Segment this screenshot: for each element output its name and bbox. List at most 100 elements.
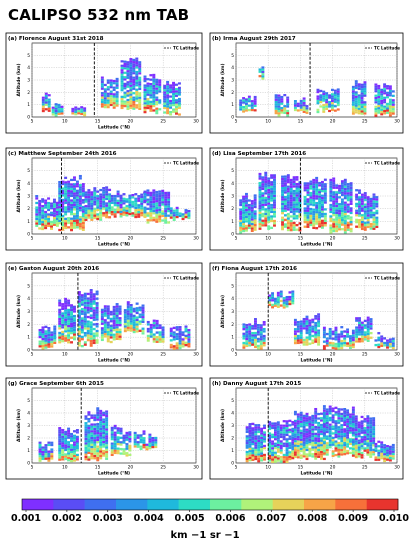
cloud-pixel [318, 209, 322, 212]
cloud-pixel [254, 334, 257, 337]
cloud-pixel [318, 184, 322, 187]
cloud-pixel [86, 325, 90, 328]
cloud-pixel [152, 82, 156, 85]
cloud-pixel [343, 453, 347, 456]
cloud-pixel [319, 98, 323, 101]
cloud-pixel [354, 102, 358, 105]
cloud-pixel [122, 211, 126, 214]
cloud-pixel [166, 87, 170, 90]
cloud-pixel [322, 103, 326, 107]
cloud-pixel [116, 199, 120, 202]
cloud-pixel [331, 450, 335, 453]
cloud-pixel [357, 430, 361, 433]
cloud-pixel [360, 220, 364, 224]
cloud-pixel [128, 212, 132, 216]
cloud-pixel [329, 185, 333, 188]
cloud-pixel [103, 101, 107, 104]
cloud-pixel [360, 328, 364, 331]
x-tick-label: 15 [298, 465, 304, 471]
cloud-pixel [357, 428, 361, 431]
cloud-pixel [245, 202, 248, 205]
cloud-pixel [70, 446, 73, 449]
cloud-pixel [306, 191, 310, 194]
cloud-pixel [184, 213, 188, 216]
cloud-pixel [67, 196, 71, 199]
cloud-pixel [135, 75, 139, 78]
cloud-pixel [380, 93, 384, 96]
cloud-pixel [315, 206, 319, 209]
cloud-pixel [129, 100, 133, 103]
cloud-pixel [119, 215, 123, 218]
cloud-pixel [374, 449, 378, 452]
cloud-pixel [298, 204, 302, 207]
cloud-pixel [251, 429, 255, 432]
cloud-pixel [149, 102, 153, 106]
cloud-pixel [291, 297, 295, 300]
cloud-pixel [366, 209, 370, 213]
cloud-pixel [337, 338, 341, 341]
cloud-pixel [105, 439, 109, 442]
cloud-pixel [247, 219, 251, 223]
cloud-pixel [267, 209, 271, 212]
cloud-pixel [64, 444, 68, 447]
cloud-pixel [268, 434, 272, 437]
cloud-pixel [123, 65, 127, 68]
cloud-pixel [242, 97, 246, 100]
cloud-pixel [143, 91, 147, 94]
cloud-pixel [250, 202, 254, 205]
cloud-pixel [123, 76, 127, 79]
cloud-pixel [58, 299, 62, 302]
cloud-pixel [90, 432, 94, 435]
cloud-pixel [366, 225, 370, 229]
cloud-pixel [340, 453, 344, 456]
cloud-pixel [242, 202, 246, 205]
cloud-pixel [254, 327, 257, 330]
cloud-pixel [166, 109, 170, 113]
cloud-pixel [312, 226, 316, 230]
cloud-pixel [305, 107, 309, 110]
cloud-pixel [302, 441, 306, 444]
cloud-pixel [325, 408, 329, 411]
cloud-pixel [58, 180, 62, 184]
cloud-pixel [83, 313, 87, 316]
cloud-pixel [351, 423, 355, 426]
cloud-pixel [338, 216, 341, 220]
cloud-pixel [64, 334, 68, 338]
cloud-pixel [369, 419, 373, 422]
cloud-pixel [289, 229, 293, 232]
cloud-pixel [120, 97, 124, 101]
cloud-pixel [149, 323, 153, 327]
cloud-pixel [317, 329, 321, 332]
cloud-pixel [302, 430, 306, 433]
cloud-pixel [355, 317, 359, 320]
cloud-pixel [73, 331, 76, 334]
cloud-pixel [146, 214, 150, 217]
cloud-pixel [308, 441, 312, 444]
x-tick-label: 20 [330, 352, 336, 358]
cloud-pixel [41, 335, 45, 338]
cloud-pixel [47, 443, 51, 447]
cloud-pixel [349, 426, 352, 430]
cloud-pixel [143, 104, 147, 107]
cloud-pixel [172, 335, 176, 339]
cloud-pixel [357, 421, 361, 424]
cloud-pixel [335, 213, 339, 217]
cloud-pixel [167, 198, 171, 201]
cloud-pixel [311, 432, 315, 436]
cloud-pixel [316, 95, 320, 98]
cloud-pixel [279, 444, 283, 448]
cloud-pixel [305, 329, 309, 332]
cloud-pixel [274, 109, 278, 113]
cloud-pixel [363, 112, 367, 115]
cloud-pixel [140, 209, 144, 212]
cloud-pixel [335, 220, 339, 224]
cloud-pixel [388, 107, 392, 110]
cloud-pixel [67, 452, 71, 455]
cloud-pixel [314, 446, 318, 449]
cloud-pixel [110, 453, 114, 457]
cloud-pixel [340, 332, 344, 336]
y-axis-label: Altitude (km) [220, 409, 226, 442]
cloud-pixel [125, 209, 129, 212]
cloud-pixel [123, 85, 127, 88]
cloud-pixel [374, 83, 378, 86]
